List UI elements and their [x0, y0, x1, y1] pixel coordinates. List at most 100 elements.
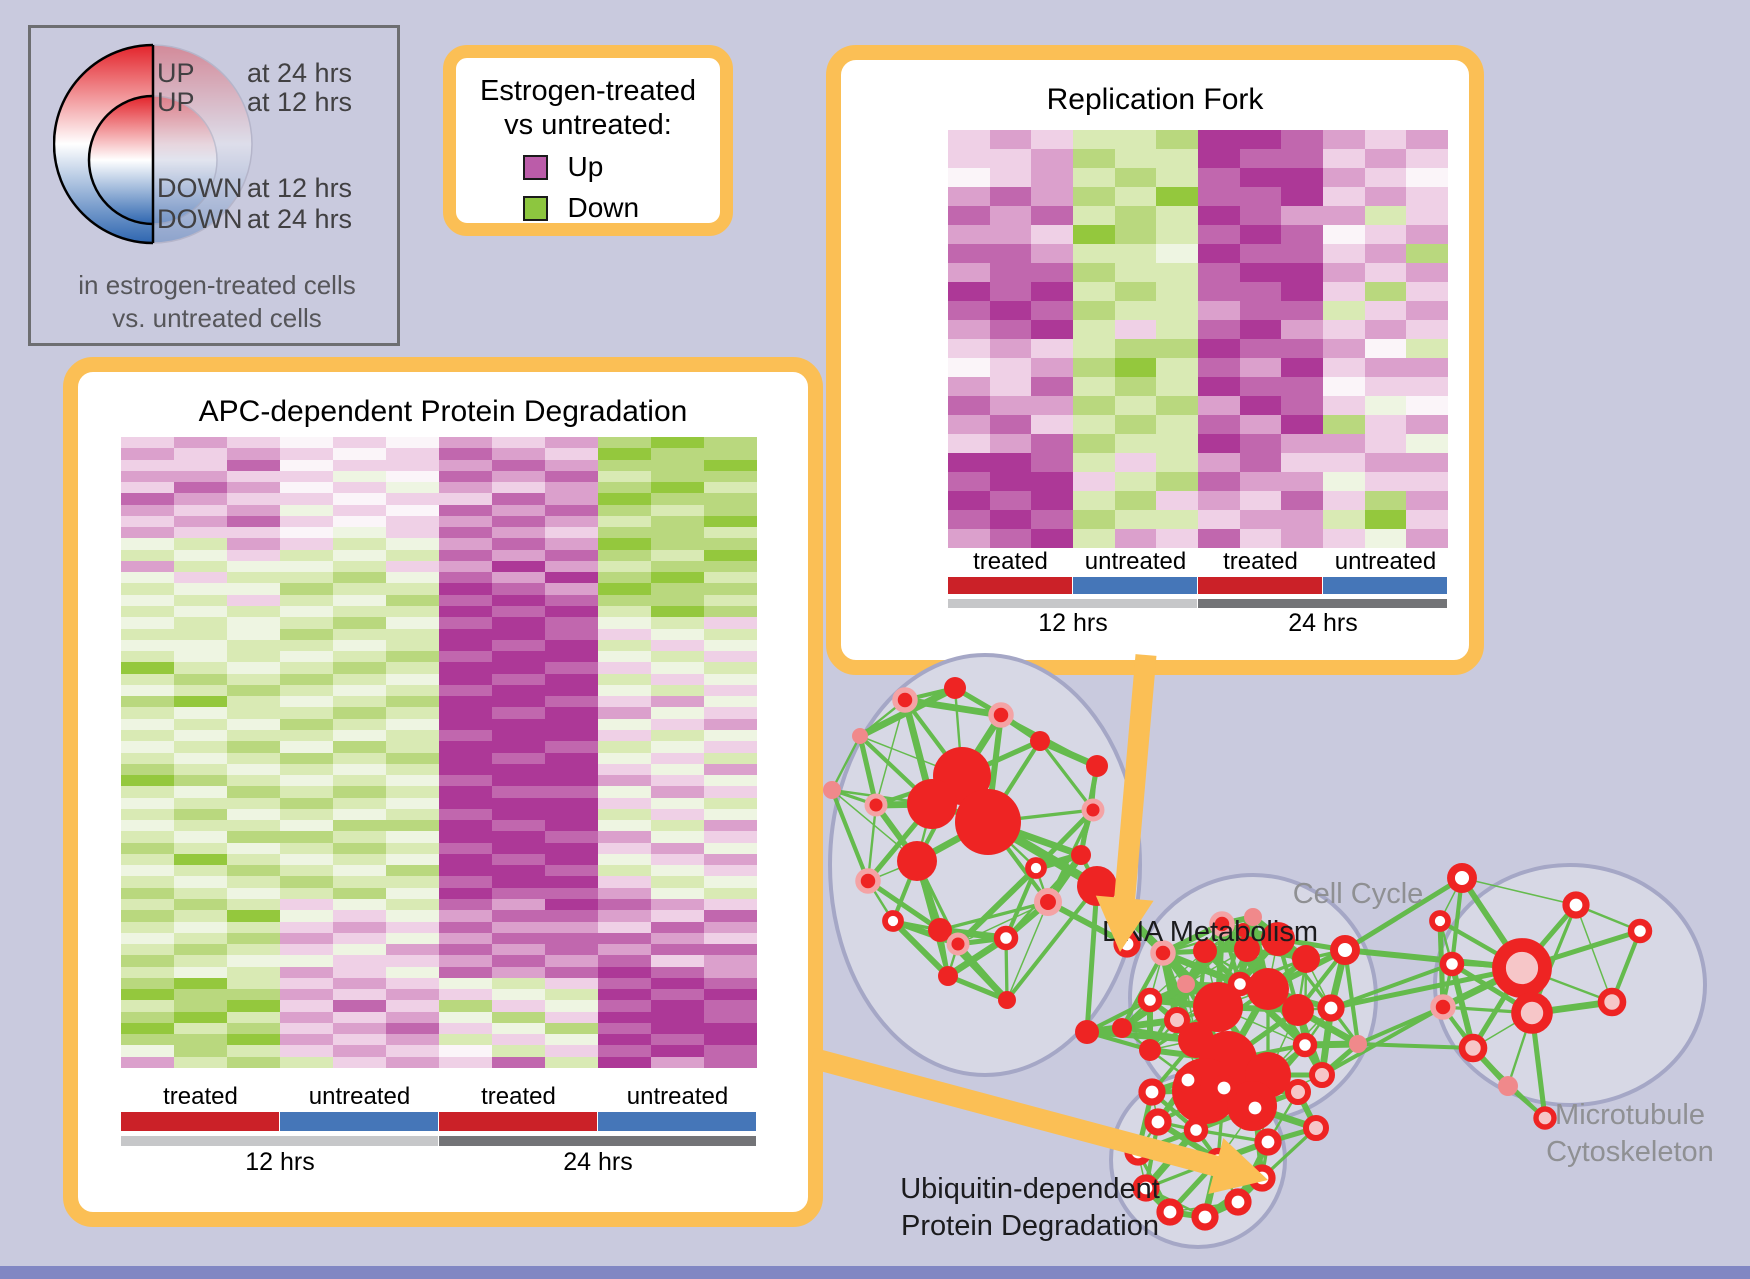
network-edge [1183, 981, 1221, 1010]
heatmap-cell [174, 707, 227, 719]
heatmap-cell [1156, 282, 1198, 301]
network-node [907, 779, 957, 829]
heatmap-cell [1073, 453, 1115, 472]
heatmap-cell [386, 696, 439, 708]
network-edge [1146, 996, 1222, 1011]
network-edge [830, 788, 934, 806]
heatmap-cell [333, 504, 386, 516]
heatmap-cell [174, 786, 227, 798]
heatmap-cell [1406, 358, 1448, 377]
network-edge [1135, 1089, 1155, 1155]
apc-group-label-3: untreated [626, 1083, 729, 1110]
heatmap-cell [333, 651, 386, 663]
heatmap-cell [598, 572, 651, 584]
heatmap-cell [545, 955, 598, 967]
heatmap-cell [174, 527, 227, 539]
heatmap-cell [439, 955, 492, 967]
heatmap-cell [1281, 225, 1323, 244]
heatmap-cell [386, 560, 439, 573]
replication-fork-untreated-bar [1323, 577, 1447, 594]
heatmap-cell [121, 775, 174, 787]
heatmap-cell [492, 572, 545, 584]
heatmap-cell [598, 921, 651, 933]
heatmap-cell [948, 472, 990, 491]
heatmap-cell [1364, 529, 1407, 548]
heatmap-cell [545, 865, 598, 877]
heatmap-cell [1406, 149, 1448, 168]
network-edge [1155, 1077, 1191, 1125]
heatmap-cell [704, 617, 757, 629]
heatmap-cell [651, 560, 704, 573]
heatmap-cell [121, 527, 174, 539]
heatmap-cell [174, 515, 227, 528]
heatmap-cell [598, 763, 651, 776]
heatmap-cell [704, 808, 757, 821]
network-edge [1078, 763, 1100, 858]
heatmap-cell [121, 966, 174, 978]
network-edge [1237, 981, 1334, 1011]
network-node [1458, 1033, 1488, 1063]
heatmap-cell [1156, 263, 1198, 282]
heatmap-cell [227, 594, 280, 607]
network-edge [1034, 866, 1050, 904]
heatmap-cell [227, 583, 280, 595]
heatmap-cell [651, 1000, 704, 1012]
heatmap-cell [598, 820, 651, 832]
heatmap-cell [439, 786, 492, 798]
heatmap-cell [989, 320, 1032, 339]
network-edge [1144, 1158, 1220, 1190]
heatmap-cell [545, 898, 598, 911]
heatmap-cell [280, 1000, 333, 1012]
network-edge [954, 687, 1041, 742]
heatmap-cell [280, 842, 333, 854]
heatmap-cell [439, 572, 492, 584]
network-node [1030, 731, 1050, 751]
network-edge [1459, 875, 1525, 971]
heatmap-cell [1364, 206, 1407, 225]
heatmap-cell [704, 932, 757, 945]
network-edge [1193, 1127, 1221, 1163]
network-edge [1084, 1029, 1153, 1053]
network-edge [1159, 949, 1244, 988]
heatmap-cell [280, 482, 333, 494]
heatmap-cell [1323, 301, 1365, 320]
network-edge [1150, 1038, 1198, 1094]
heatmap-cell [121, 515, 174, 528]
network-edge [865, 878, 943, 933]
heatmap-cell [174, 684, 227, 697]
heatmap-cell [989, 187, 1032, 206]
heatmap-cell [1239, 206, 1282, 225]
network-edge [929, 801, 991, 825]
network-edge [955, 865, 1039, 947]
network-node [1236, 923, 1250, 937]
heatmap-cell [280, 606, 333, 618]
apc-time-label-12hrs: 12 hrs [245, 1148, 315, 1176]
network-edge [1192, 1003, 1222, 1044]
heatmap-cell [1281, 434, 1323, 453]
heatmap-cell [174, 437, 227, 449]
heatmap-cell [280, 538, 333, 550]
network-node [1292, 1032, 1318, 1058]
heatmap-cell [1364, 320, 1407, 339]
network-edge [1216, 1158, 1240, 1204]
network-edge [1265, 1125, 1319, 1145]
heatmap-cell [227, 639, 280, 652]
heatmap-cell [333, 1034, 386, 1046]
heatmap-cell [121, 1034, 174, 1046]
heatmap-cell [598, 1056, 651, 1068]
heatmap-cell [386, 448, 439, 460]
network-edge [1528, 998, 1616, 1017]
replication-fork-time-label-24hrs: 24 hrs [1288, 609, 1358, 637]
heatmap-cell [174, 989, 227, 1001]
network-edge [1342, 875, 1465, 953]
heatmap-cell [1323, 149, 1365, 168]
heatmap-cell [989, 415, 1032, 434]
heatmap-cell [439, 718, 492, 730]
heatmap-cell [227, 1045, 280, 1057]
heatmap-cell [439, 910, 492, 922]
heatmap-cell [439, 651, 492, 663]
network-edge [1267, 1007, 1332, 1076]
heatmap-cell [174, 1022, 227, 1035]
network-edge [865, 801, 935, 884]
heatmap-cell [1281, 168, 1323, 187]
